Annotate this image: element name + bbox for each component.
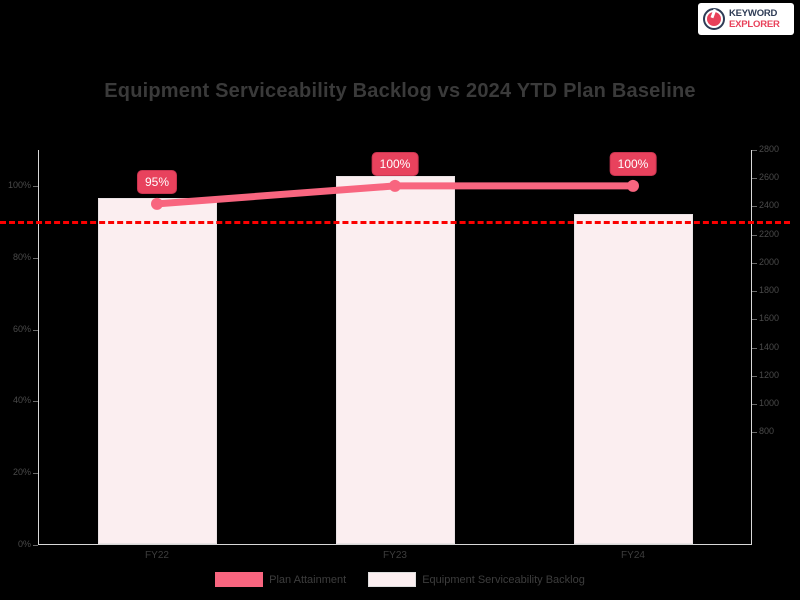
left-tick-label: 80% [12,251,31,262]
logo-line-1: KEYWORD [729,8,778,19]
bar[interactable] [335,175,455,544]
bar[interactable] [97,198,217,544]
right-tick-mark [752,262,757,264]
data-label: 95% [136,169,178,194]
left-tick-label: 40% [12,395,31,406]
brand-logo[interactable]: KEYWORD EXPLORER [698,3,794,35]
right-tick-label: 1800 [759,285,780,296]
right-tick-label: 1000 [759,397,780,408]
logo-mark-icon [702,7,726,31]
right-tick-label: 2000 [759,256,780,267]
left-tick-mark [33,545,38,546]
category-label: FY22 [145,550,169,561]
line-marker[interactable] [627,179,639,192]
right-tick-mark [752,347,757,349]
legend-swatch-bar-icon [368,572,417,587]
left-tick-label: 0% [17,539,31,549]
legend-item-bar[interactable]: Equipment Serviceability Backlog [368,572,585,587]
data-label: 100% [609,151,657,176]
right-tick-mark [752,375,757,377]
right-tick-label: 2400 [759,200,780,211]
threshold-line [0,220,790,224]
right-tick-mark [752,291,757,293]
right-tick-label: 1400 [759,341,780,352]
left-axis-line [38,150,39,545]
left-tick-mark [33,257,38,259]
right-tick-label: 2600 [759,172,780,183]
right-tick-label: 1200 [759,369,780,380]
right-tick-mark [752,234,757,236]
left-tick-label: 60% [12,323,31,334]
left-tick-mark [33,473,38,475]
bottom-axis-line [38,544,752,545]
logo-wordmark: KEYWORD EXPLORER [729,9,780,29]
bar[interactable] [573,213,693,544]
left-tick-mark [33,185,38,187]
right-tick-mark [752,206,757,208]
right-tick-label: 1600 [759,313,780,324]
left-tick-mark [33,401,38,403]
right-tick-label: 2800 [759,144,780,154]
data-label: 100% [371,151,419,176]
logo-line-2: EXPLORER [729,18,780,30]
left-tick-mark [33,329,38,331]
right-axis-line [751,150,752,545]
right-tick-mark [752,432,757,434]
legend-label-line: Plan Attainment [269,573,347,586]
right-tick-label: 800 [759,426,775,437]
legend-swatch-line-icon [215,572,264,587]
right-tick-mark [752,178,757,180]
plot-area: 100% 80% 60% 40% 20% 0% 2800 2600 2400 2200 2000 1… [0,144,790,561]
right-tick-mark [752,150,757,151]
category-label: FY24 [621,550,645,561]
chart-title: Equipment Serviceability Backlog vs 2024… [104,80,696,102]
legend-item-line[interactable]: Plan Attainment [215,572,346,587]
right-tick-mark [752,319,757,321]
category-label: FY23 [383,550,407,561]
right-tick-mark [752,403,757,405]
left-tick-label: 20% [12,467,31,478]
left-tick-label: 100% [7,179,31,190]
chart-legend: Plan Attainment Equipment Serviceability… [0,572,800,587]
legend-label-bar: Equipment Serviceability Backlog [422,573,585,586]
right-tick-label: 2200 [759,228,780,239]
